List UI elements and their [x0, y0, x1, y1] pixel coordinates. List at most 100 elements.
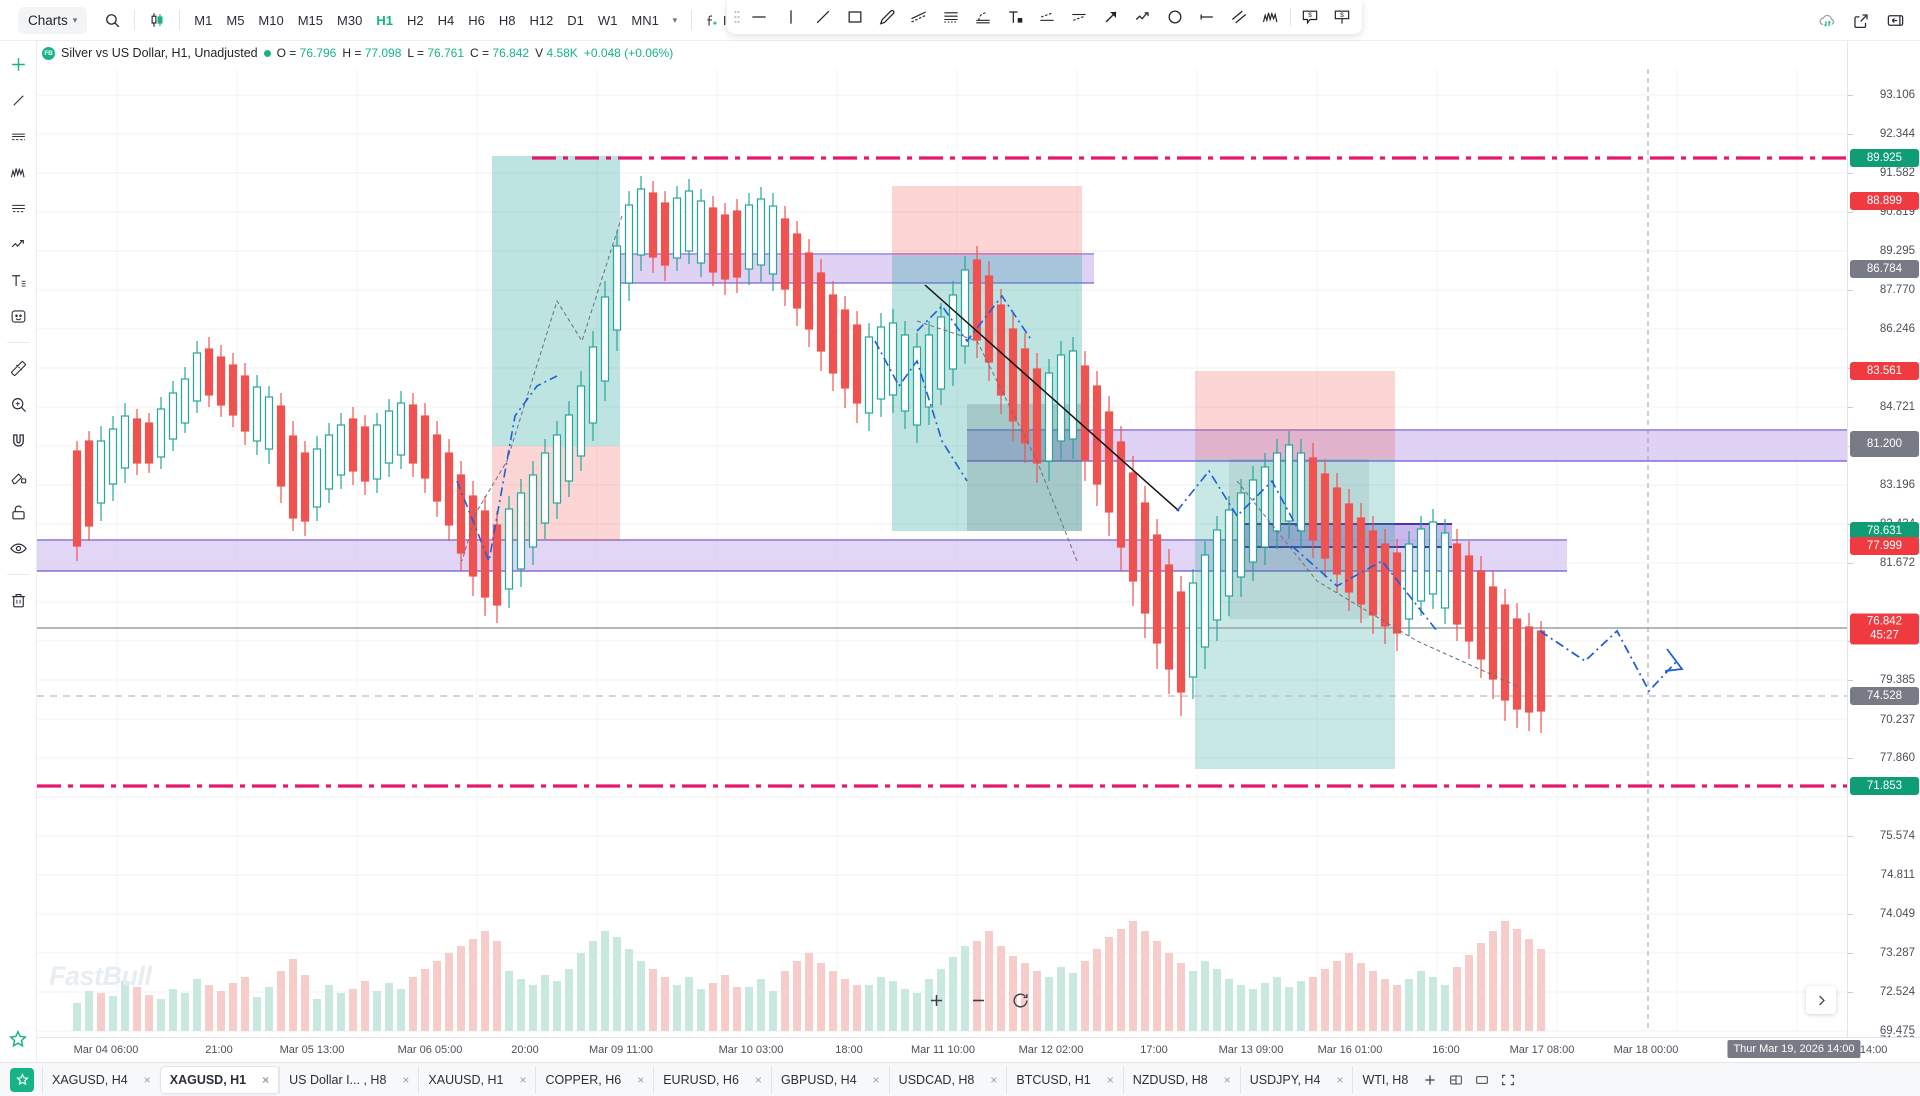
close-icon[interactable]: ×: [990, 1072, 998, 1087]
single-layout-icon[interactable]: [1469, 1067, 1495, 1093]
close-icon[interactable]: ×: [754, 1072, 762, 1087]
timeframe-m30[interactable]: M30: [337, 12, 363, 28]
tab-xagusd-h1[interactable]: XAGUSD, H1 ×: [159, 1065, 280, 1094]
level-badge-resistance[interactable]: 89.925: [1850, 149, 1919, 167]
timeframe-m1[interactable]: M1: [194, 12, 213, 28]
crosshair-icon[interactable]: [3, 49, 33, 79]
zoom-in-icon[interactable]: [3, 389, 33, 419]
timeframe-h2[interactable]: H2: [406, 12, 424, 28]
alert-badge[interactable]: 88.899: [1850, 192, 1919, 210]
close-icon[interactable]: ×: [402, 1072, 410, 1087]
scroll-to-latest-icon[interactable]: [1806, 986, 1836, 1014]
level-badge[interactable]: 74.528: [1850, 687, 1919, 705]
eye-icon[interactable]: [3, 533, 33, 563]
text-icon[interactable]: [3, 265, 33, 295]
tab-gbpusd-h4[interactable]: GBPUSD, H4 ×: [770, 1065, 889, 1094]
cloud-sync-icon[interactable]: [1812, 6, 1842, 36]
elliott-wave-icon[interactable]: [1255, 2, 1287, 32]
level-badge[interactable]: 81.200: [1850, 431, 1919, 457]
close-icon[interactable]: ×: [143, 1072, 151, 1087]
lock-icon[interactable]: [3, 497, 33, 527]
price-plot[interactable]: [37, 41, 1847, 1062]
add-tab-icon[interactable]: [1417, 1067, 1443, 1093]
grip-handle[interactable]: [731, 7, 743, 27]
charts-menu-button[interactable]: Charts ▾: [18, 6, 88, 34]
text-icon[interactable]: [999, 2, 1031, 32]
parallel-channel-icon[interactable]: [3, 121, 33, 151]
chart-container[interactable]: FB Silver vs US Dollar, H1, Unadjusted O…: [37, 41, 1920, 1062]
circle-icon[interactable]: [1159, 2, 1191, 32]
reset-chart-icon[interactable]: [1009, 988, 1033, 1012]
tab-eurusd-h6[interactable]: EURUSD, H6 ×: [653, 1065, 771, 1094]
level-badge[interactable]: 86.784: [1850, 260, 1919, 278]
tab-nzdusd-h8[interactable]: NZDUSD, H8 ×: [1122, 1065, 1240, 1094]
search-icon[interactable]: [97, 5, 127, 35]
timeframe-m10[interactable]: M10: [258, 12, 284, 28]
brush-icon[interactable]: [871, 2, 903, 32]
candlestick-chart-icon[interactable]: [142, 5, 172, 35]
close-icon[interactable]: ×: [519, 1072, 527, 1087]
close-icon[interactable]: ×: [637, 1072, 645, 1087]
ray-icon[interactable]: [1191, 2, 1223, 32]
zigzag-arrow-icon[interactable]: [1127, 2, 1159, 32]
trend-line-icon[interactable]: [3, 85, 33, 115]
tab-btcusd-h1[interactable]: BTCUSD, H1 ×: [1006, 1065, 1122, 1094]
tab-usdjpy-h4[interactable]: USDJPY, H4 ×: [1239, 1065, 1353, 1094]
favorite-star-icon[interactable]: [10, 1067, 34, 1092]
trash-icon[interactable]: [3, 585, 33, 615]
favorite-star-icon[interactable]: [3, 1024, 33, 1054]
timeframe-h1[interactable]: H1: [376, 12, 393, 28]
timeframe-d1[interactable]: D1: [567, 12, 584, 28]
tab-us-dollar-index-h8[interactable]: US Dollar I... , H8 ×: [279, 1065, 418, 1094]
elliott-wave-icon[interactable]: [3, 157, 33, 187]
open-external-icon[interactable]: [1846, 6, 1876, 36]
tab-copper-h6[interactable]: COPPER, H6 ×: [535, 1065, 653, 1094]
price-label-callout-icon[interactable]: $: [1294, 2, 1326, 32]
horizontal-line-icon[interactable]: [743, 2, 775, 32]
time-axis[interactable]: Mar 04 06:00 21:00 Mar 05 13:00 Mar 06 0…: [37, 1037, 1920, 1062]
zigzag-arrow-icon[interactable]: [3, 229, 33, 259]
timeframe-mn1[interactable]: MN1: [631, 12, 659, 28]
arrow-icon[interactable]: [1095, 2, 1127, 32]
timeframe-h12[interactable]: H12: [529, 12, 554, 28]
timeframe-h4[interactable]: H4: [437, 12, 455, 28]
fullscreen-icon[interactable]: [1495, 1067, 1521, 1093]
emoji-icon[interactable]: [3, 301, 33, 331]
split-layout-icon[interactable]: [1443, 1067, 1469, 1093]
symbol-title[interactable]: Silver vs US Dollar, H1, Unadjusted: [61, 46, 258, 60]
disjoint-channel-icon[interactable]: [1063, 2, 1095, 32]
eraser-icon[interactable]: [3, 461, 33, 491]
close-icon[interactable]: ×: [1223, 1072, 1231, 1087]
pitchfork-icon[interactable]: [1031, 2, 1063, 32]
close-icon[interactable]: ×: [1336, 1072, 1344, 1087]
fib-retracement-icon[interactable]: [3, 193, 33, 223]
magnet-icon[interactable]: [3, 425, 33, 455]
timeframe-h8[interactable]: H8: [498, 12, 516, 28]
price-label-icon[interactable]: $: [1326, 2, 1358, 32]
level-badge-support[interactable]: 71.853: [1850, 777, 1919, 795]
current-price-badge[interactable]: 76.842 45:27: [1850, 613, 1919, 645]
vertical-line-icon[interactable]: [775, 2, 807, 32]
close-icon[interactable]: ×: [1106, 1072, 1114, 1087]
alert-badge[interactable]: 83.561: [1850, 362, 1919, 380]
timeframe-w1[interactable]: W1: [597, 12, 618, 28]
measure-ruler-icon[interactable]: [3, 353, 33, 383]
zoom-in-icon[interactable]: [925, 988, 949, 1012]
timeframe-more-chevron-down-icon[interactable]: ▾: [672, 14, 678, 25]
close-icon[interactable]: ×: [872, 1072, 880, 1087]
rectangle-icon[interactable]: [839, 2, 871, 32]
trend-line-icon[interactable]: [807, 2, 839, 32]
tab-xagusd-h4[interactable]: XAGUSD, H4 ×: [42, 1065, 160, 1094]
fib-arc-icon[interactable]: [967, 2, 999, 32]
collapse-panel-icon[interactable]: [1880, 6, 1910, 36]
zoom-out-icon[interactable]: [967, 988, 991, 1012]
close-icon[interactable]: ×: [262, 1072, 270, 1087]
alert-badge[interactable]: 77.999: [1850, 537, 1919, 555]
timeframe-m15[interactable]: M15: [297, 12, 324, 28]
tab-wti-h8[interactable]: WTI, H8: [1352, 1065, 1417, 1094]
fib-retracement-icon[interactable]: [935, 2, 967, 32]
parallel-lines-icon[interactable]: [1223, 2, 1255, 32]
tab-usdcad-h8[interactable]: USDCAD, H8 ×: [888, 1065, 1007, 1094]
price-axis[interactable]: 93.106 92.344 91.582 90.819 89.295 88.53…: [1847, 41, 1920, 1062]
timeframe-m5[interactable]: M5: [226, 12, 245, 28]
